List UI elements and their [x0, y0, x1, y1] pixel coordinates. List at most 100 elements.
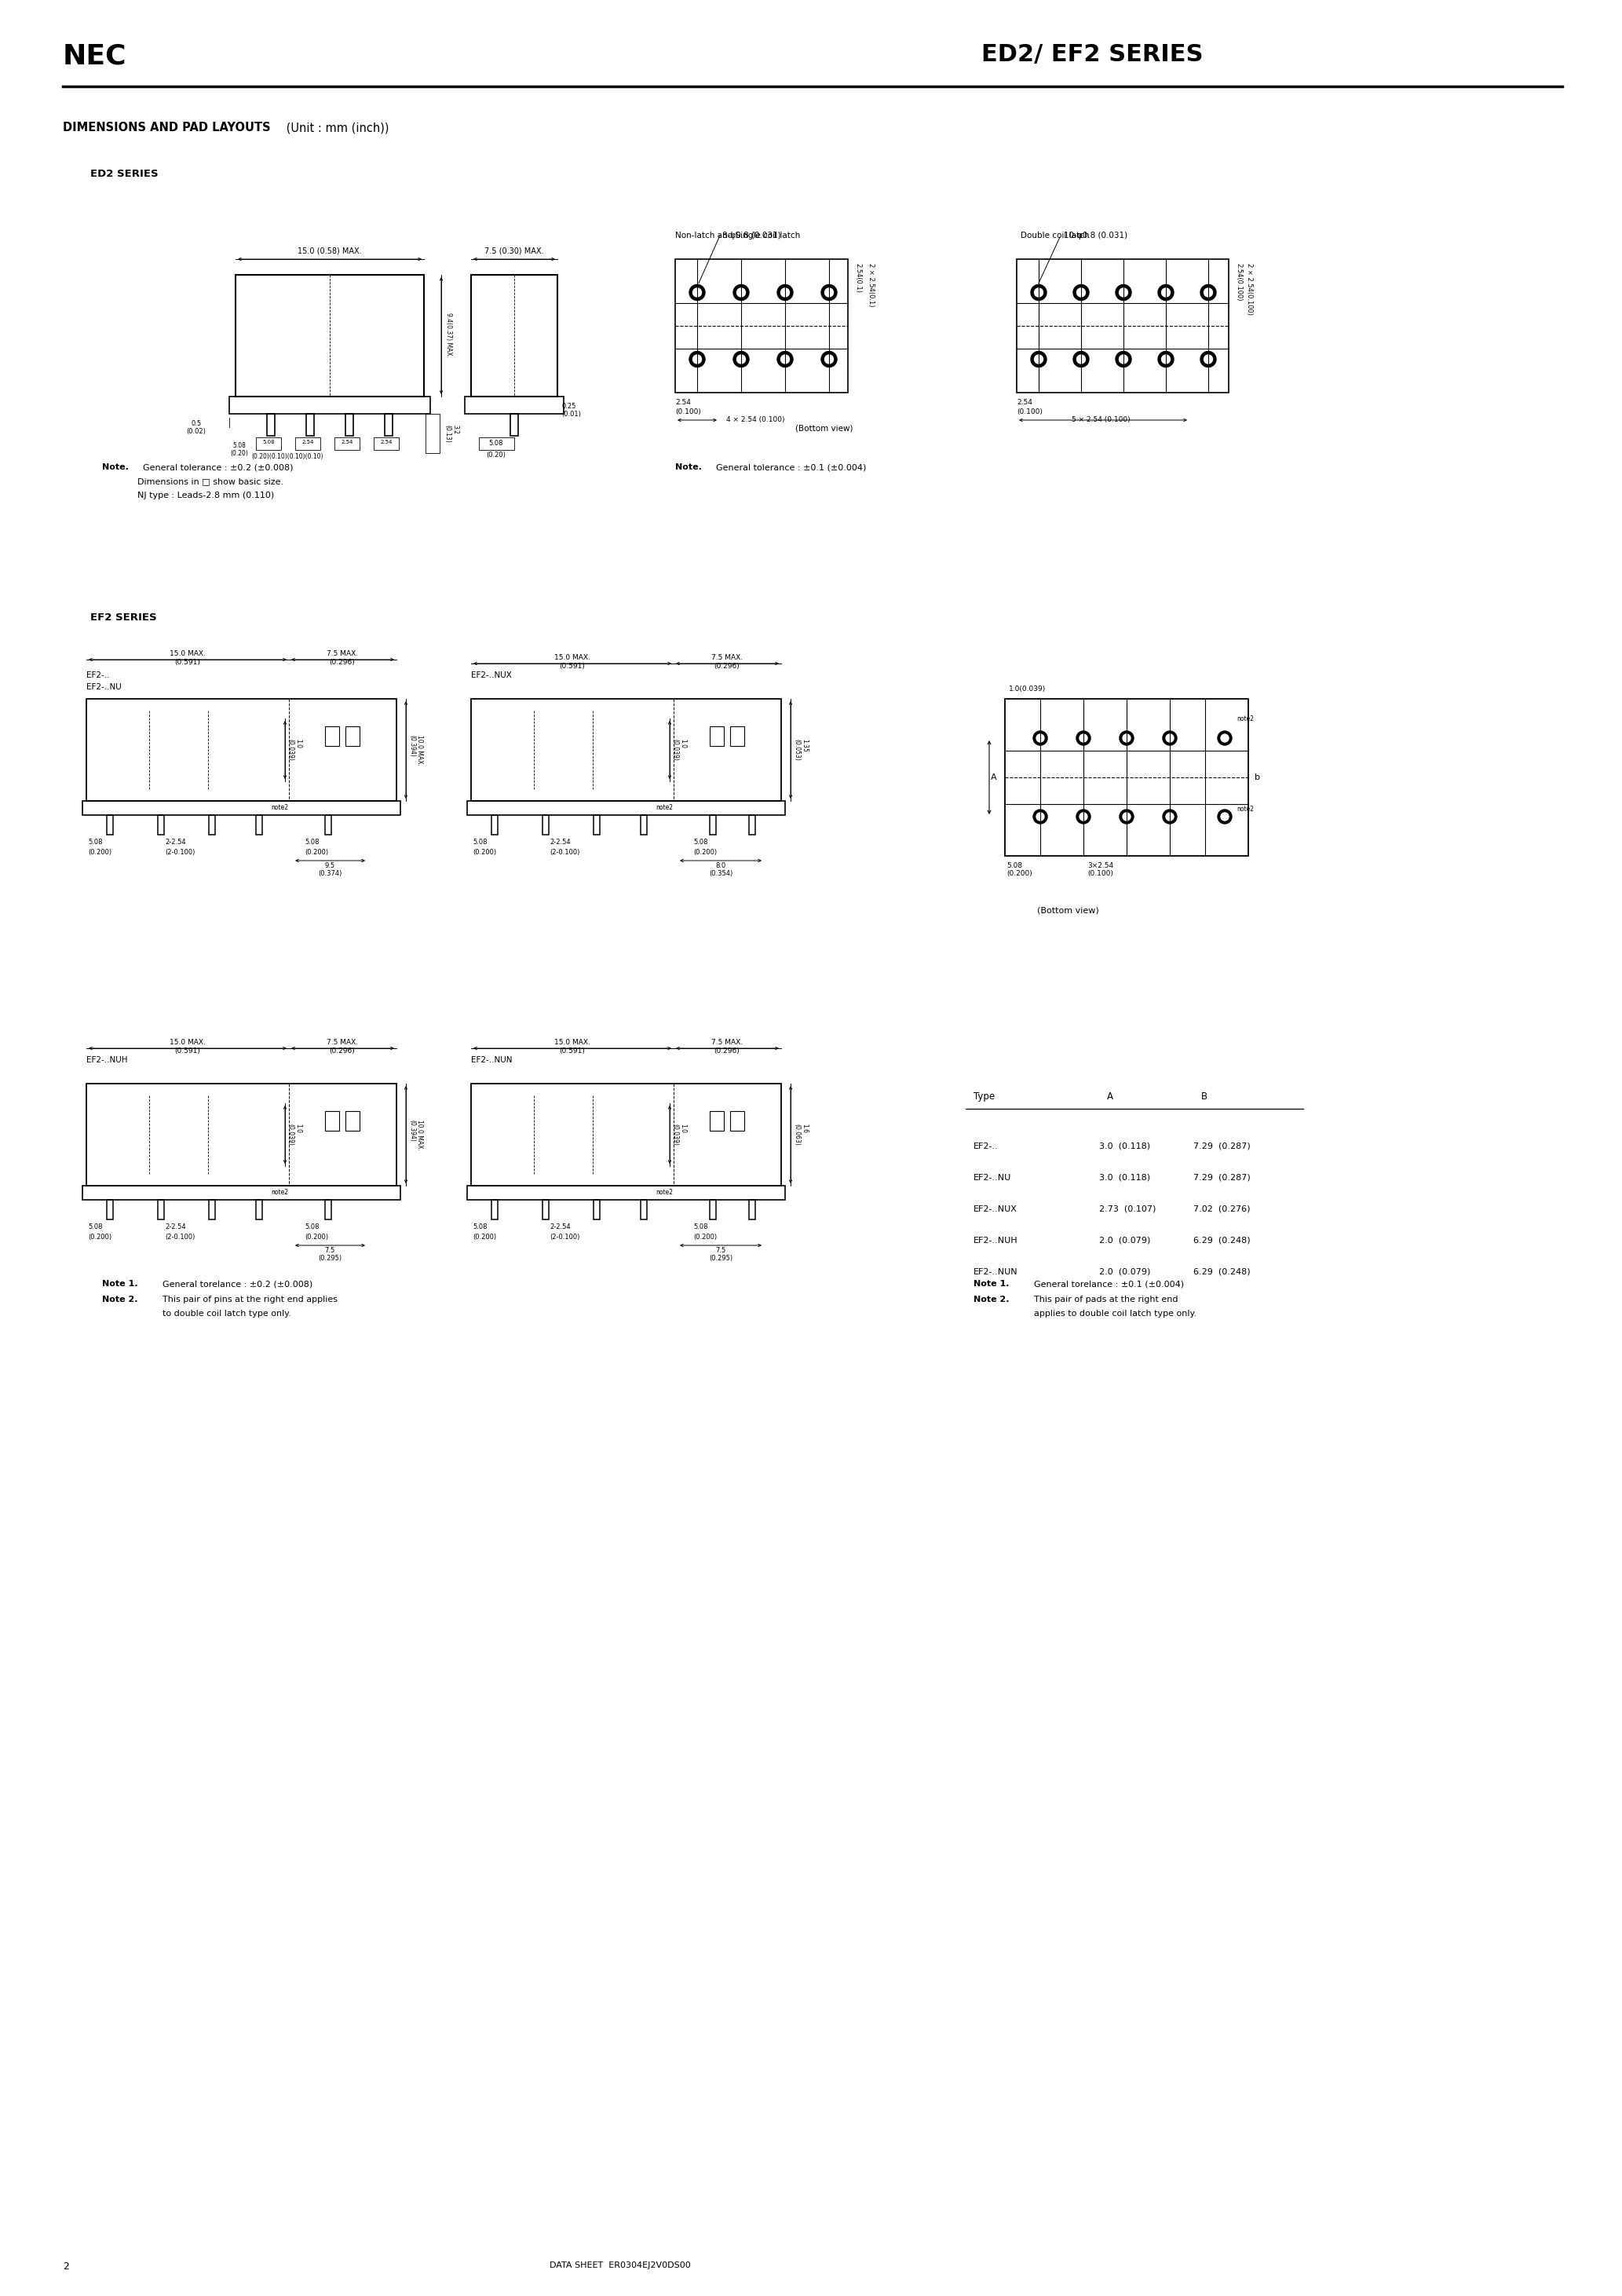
Text: 2.54(0.1): 2.54(0.1)	[855, 264, 861, 294]
Circle shape	[736, 289, 746, 296]
Bar	[256, 436, 281, 450]
Text: 7.5 MAX.: 7.5 MAX.	[710, 1038, 743, 1047]
Bar	[209, 815, 216, 836]
Circle shape	[1204, 356, 1213, 363]
Circle shape	[1080, 735, 1087, 742]
Text: (0.200): (0.200)	[693, 1233, 717, 1240]
Text: 10.0 MAX.
(0.394): 10.0 MAX. (0.394)	[409, 1120, 423, 1150]
Text: (0.591): (0.591)	[560, 664, 586, 670]
Text: 2.0  (0.079): 2.0 (0.079)	[1100, 1267, 1150, 1277]
Text: EF2-..NUH: EF2-..NUH	[973, 1238, 1019, 1244]
Circle shape	[1122, 813, 1131, 820]
Bar	[235, 276, 423, 397]
Text: 1.0
(0.039): 1.0 (0.039)	[287, 739, 302, 760]
Text: NEC: NEC	[63, 44, 127, 69]
Circle shape	[1077, 730, 1090, 746]
Bar	[470, 698, 782, 801]
Text: (0.100): (0.100)	[675, 409, 701, 416]
Circle shape	[733, 351, 749, 367]
Circle shape	[1033, 810, 1048, 824]
Circle shape	[780, 356, 790, 363]
Text: 2.73  (0.107): 2.73 (0.107)	[1100, 1205, 1156, 1212]
Text: General tolerance : ±0.1 (±0.004): General tolerance : ±0.1 (±0.004)	[710, 464, 866, 471]
Bar	[157, 815, 164, 836]
Text: b: b	[1254, 774, 1260, 781]
Bar	[1006, 698, 1249, 856]
Circle shape	[1204, 289, 1213, 296]
Text: 2.54: 2.54	[341, 441, 354, 445]
Text: (0.02): (0.02)	[187, 427, 206, 434]
Text: 15.0 MAX.: 15.0 MAX.	[170, 650, 206, 657]
Bar	[425, 413, 440, 452]
Bar	[345, 726, 360, 746]
Circle shape	[1033, 730, 1048, 746]
Text: (0.296): (0.296)	[714, 1047, 740, 1054]
Circle shape	[733, 285, 749, 301]
Text: General torelance : ±0.2 (±0.008): General torelance : ±0.2 (±0.008)	[157, 1279, 313, 1288]
Text: (0.200): (0.200)	[693, 850, 717, 856]
Circle shape	[1036, 735, 1045, 742]
Text: (0.591): (0.591)	[560, 1047, 586, 1054]
Text: General torelance : ±0.1 (±0.004): General torelance : ±0.1 (±0.004)	[1028, 1279, 1184, 1288]
Circle shape	[689, 351, 706, 367]
Text: note2: note2	[1236, 806, 1254, 813]
Text: Note.: Note.	[102, 464, 128, 471]
Circle shape	[1161, 356, 1169, 363]
Text: 9.5
(0.374): 9.5 (0.374)	[318, 863, 342, 877]
Circle shape	[1032, 285, 1046, 301]
Circle shape	[1221, 813, 1229, 820]
Text: 1.35
(0.053): 1.35 (0.053)	[793, 739, 808, 760]
Text: A: A	[991, 774, 998, 781]
Text: Note 2.: Note 2.	[973, 1295, 1009, 1304]
Bar	[542, 815, 548, 836]
Text: EF2-..NU: EF2-..NU	[973, 1173, 1012, 1182]
Text: note2: note2	[271, 804, 289, 810]
Bar	[268, 413, 274, 436]
Circle shape	[1163, 810, 1178, 824]
Circle shape	[1035, 356, 1043, 363]
Text: 0.5: 0.5	[191, 420, 201, 427]
Text: 2-2.54: 2-2.54	[165, 838, 187, 845]
Bar	[83, 1185, 401, 1201]
Text: 3×2.54
(0.100): 3×2.54 (0.100)	[1087, 863, 1113, 877]
Text: EF2-..NUH: EF2-..NUH	[86, 1056, 128, 1063]
Circle shape	[1116, 285, 1131, 301]
Text: EF2-..: EF2-..	[973, 1143, 999, 1150]
Text: (Bottom view): (Bottom view)	[795, 425, 853, 432]
Bar	[710, 1201, 715, 1219]
Text: (0.200): (0.200)	[305, 1233, 328, 1240]
Circle shape	[1200, 351, 1216, 367]
Text: 7.29  (0.287): 7.29 (0.287)	[1194, 1173, 1251, 1182]
Text: applies to double coil latch type only.: applies to double coil latch type only.	[1028, 1309, 1197, 1318]
Circle shape	[1122, 735, 1131, 742]
Text: 15.0 MAX.: 15.0 MAX.	[555, 1038, 590, 1047]
Text: (0.296): (0.296)	[329, 659, 355, 666]
Bar	[491, 815, 498, 836]
Circle shape	[1166, 735, 1174, 742]
Circle shape	[1158, 285, 1174, 301]
Bar	[710, 1111, 723, 1130]
Text: EF2-..: EF2-..	[86, 670, 110, 680]
Circle shape	[1119, 730, 1134, 746]
Text: (0.296): (0.296)	[714, 664, 740, 670]
Circle shape	[689, 285, 706, 301]
Circle shape	[693, 356, 701, 363]
Text: Note 1.: Note 1.	[973, 1279, 1009, 1288]
Text: 1.6
(0.063): 1.6 (0.063)	[793, 1123, 808, 1146]
Bar	[467, 801, 785, 815]
Bar	[1017, 259, 1229, 393]
Bar	[384, 413, 393, 436]
Text: 1.0
(0.039): 1.0 (0.039)	[672, 739, 686, 760]
Bar	[710, 815, 715, 836]
Text: (0.296): (0.296)	[329, 1047, 355, 1054]
Text: 5.08: 5.08	[472, 1224, 487, 1231]
Circle shape	[1119, 356, 1127, 363]
Text: EF2-..NUX: EF2-..NUX	[470, 670, 513, 680]
Text: (2-0.100): (2-0.100)	[165, 850, 195, 856]
Text: A: A	[1106, 1091, 1113, 1102]
Text: 7.5 MAX.: 7.5 MAX.	[326, 650, 358, 657]
Circle shape	[821, 351, 837, 367]
Text: 15.0 MAX.: 15.0 MAX.	[555, 654, 590, 661]
Text: 6.29  (0.248): 6.29 (0.248)	[1194, 1238, 1251, 1244]
Text: (0.20): (0.20)	[230, 450, 248, 457]
